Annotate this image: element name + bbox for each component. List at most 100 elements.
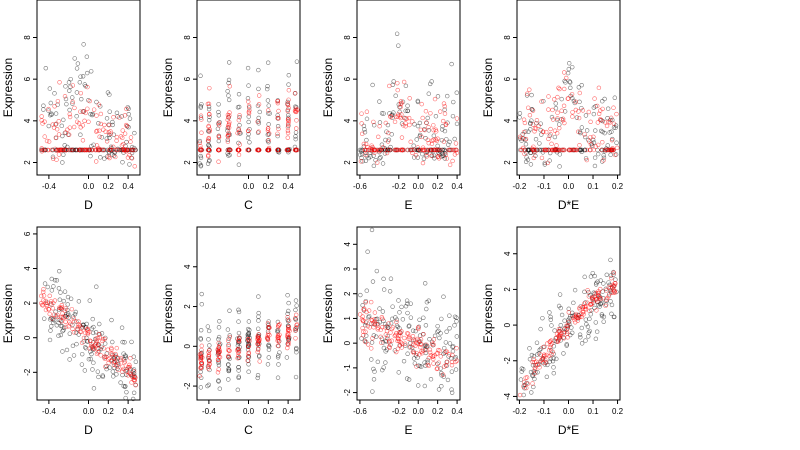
data-point bbox=[442, 128, 448, 134]
data-point bbox=[53, 309, 58, 314]
data-point bbox=[576, 115, 582, 121]
data-point bbox=[571, 98, 577, 104]
data-point bbox=[69, 306, 75, 312]
data-point bbox=[452, 136, 457, 142]
data-point bbox=[285, 130, 291, 136]
data-point bbox=[364, 288, 369, 293]
data-point bbox=[436, 360, 441, 365]
data-point bbox=[47, 311, 52, 317]
data-point bbox=[105, 347, 111, 352]
data-point bbox=[247, 140, 252, 145]
data-point bbox=[128, 135, 134, 140]
data-point bbox=[245, 96, 251, 101]
data-point bbox=[524, 155, 529, 160]
x-tick-label: 0.1 bbox=[587, 407, 599, 416]
data-point bbox=[293, 130, 299, 135]
data-point bbox=[444, 329, 449, 334]
data-point bbox=[522, 147, 528, 153]
data-point bbox=[285, 135, 290, 140]
data-point bbox=[97, 134, 102, 139]
data-point bbox=[61, 152, 66, 157]
data-point bbox=[74, 90, 80, 95]
data-point bbox=[540, 315, 545, 321]
data-point bbox=[286, 120, 291, 125]
data-point bbox=[439, 384, 444, 389]
data-point bbox=[548, 126, 553, 132]
data-point bbox=[98, 155, 103, 160]
data-point bbox=[375, 327, 380, 332]
data-point bbox=[559, 312, 565, 318]
data-point bbox=[410, 349, 416, 355]
data-point bbox=[525, 381, 530, 387]
data-point bbox=[377, 123, 382, 129]
data-point bbox=[590, 137, 596, 143]
data-point bbox=[110, 119, 115, 125]
data-point bbox=[217, 319, 222, 324]
data-point bbox=[408, 344, 413, 350]
data-point bbox=[375, 160, 380, 165]
data-point bbox=[200, 355, 205, 360]
data-point bbox=[54, 278, 60, 283]
data-point bbox=[369, 340, 375, 345]
data-point bbox=[395, 324, 401, 330]
data-point bbox=[276, 328, 281, 333]
data-point bbox=[41, 289, 46, 295]
data-point bbox=[414, 364, 419, 369]
data-point bbox=[404, 331, 410, 336]
data-point bbox=[589, 307, 594, 313]
data-point bbox=[610, 117, 615, 123]
data-point bbox=[407, 96, 412, 101]
data-point bbox=[88, 349, 93, 354]
data-point bbox=[532, 365, 538, 370]
data-point bbox=[129, 380, 134, 385]
data-point bbox=[67, 331, 72, 336]
data-point bbox=[266, 139, 271, 145]
data-point bbox=[391, 110, 396, 115]
data-point bbox=[63, 324, 69, 330]
data-point bbox=[103, 364, 108, 369]
data-point bbox=[572, 315, 577, 320]
x-tick-label: 0.4 bbox=[123, 182, 135, 191]
data-point bbox=[128, 139, 133, 144]
data-point bbox=[111, 374, 116, 379]
data-point bbox=[78, 132, 83, 137]
data-point bbox=[610, 147, 615, 153]
panel-7: -0.6 -0.2 0.0 0.2 0.4 -2 -1 0 1 2 3 4 E Expression bbox=[321, 226, 463, 437]
data-point bbox=[74, 114, 79, 119]
data-point bbox=[49, 288, 55, 293]
data-point bbox=[601, 158, 606, 163]
data-point bbox=[276, 108, 281, 114]
data-point bbox=[197, 161, 202, 166]
data-point bbox=[111, 132, 116, 137]
data-point bbox=[541, 147, 547, 153]
data-point bbox=[395, 87, 400, 93]
data-point bbox=[129, 156, 135, 161]
data-point bbox=[362, 339, 368, 344]
data-point bbox=[359, 131, 365, 137]
data-point bbox=[358, 292, 363, 298]
data-point bbox=[103, 354, 109, 360]
data-point bbox=[360, 159, 365, 164]
data-point bbox=[293, 374, 299, 380]
data-point bbox=[420, 160, 426, 166]
data-point bbox=[375, 359, 381, 365]
data-point bbox=[399, 135, 405, 140]
x-tick-label: 0.0 bbox=[243, 182, 255, 191]
data-point bbox=[74, 119, 80, 124]
data-point bbox=[199, 360, 204, 366]
panel-1: -0.4 0.0 0.2 0.4 2 4 6 8 D Expression bbox=[1, 0, 141, 212]
data-point bbox=[44, 138, 50, 144]
data-point bbox=[442, 111, 448, 116]
data-point bbox=[246, 128, 251, 134]
data-point bbox=[198, 115, 204, 120]
data-point bbox=[546, 136, 551, 142]
data-point bbox=[400, 317, 406, 322]
x-tick-label: 0.0 bbox=[243, 407, 255, 416]
data-point bbox=[80, 138, 86, 143]
data-point bbox=[286, 88, 292, 93]
data-point bbox=[429, 141, 435, 147]
data-point bbox=[604, 272, 609, 277]
data-point bbox=[275, 113, 280, 118]
data-point bbox=[198, 385, 204, 390]
data-point bbox=[295, 147, 300, 153]
